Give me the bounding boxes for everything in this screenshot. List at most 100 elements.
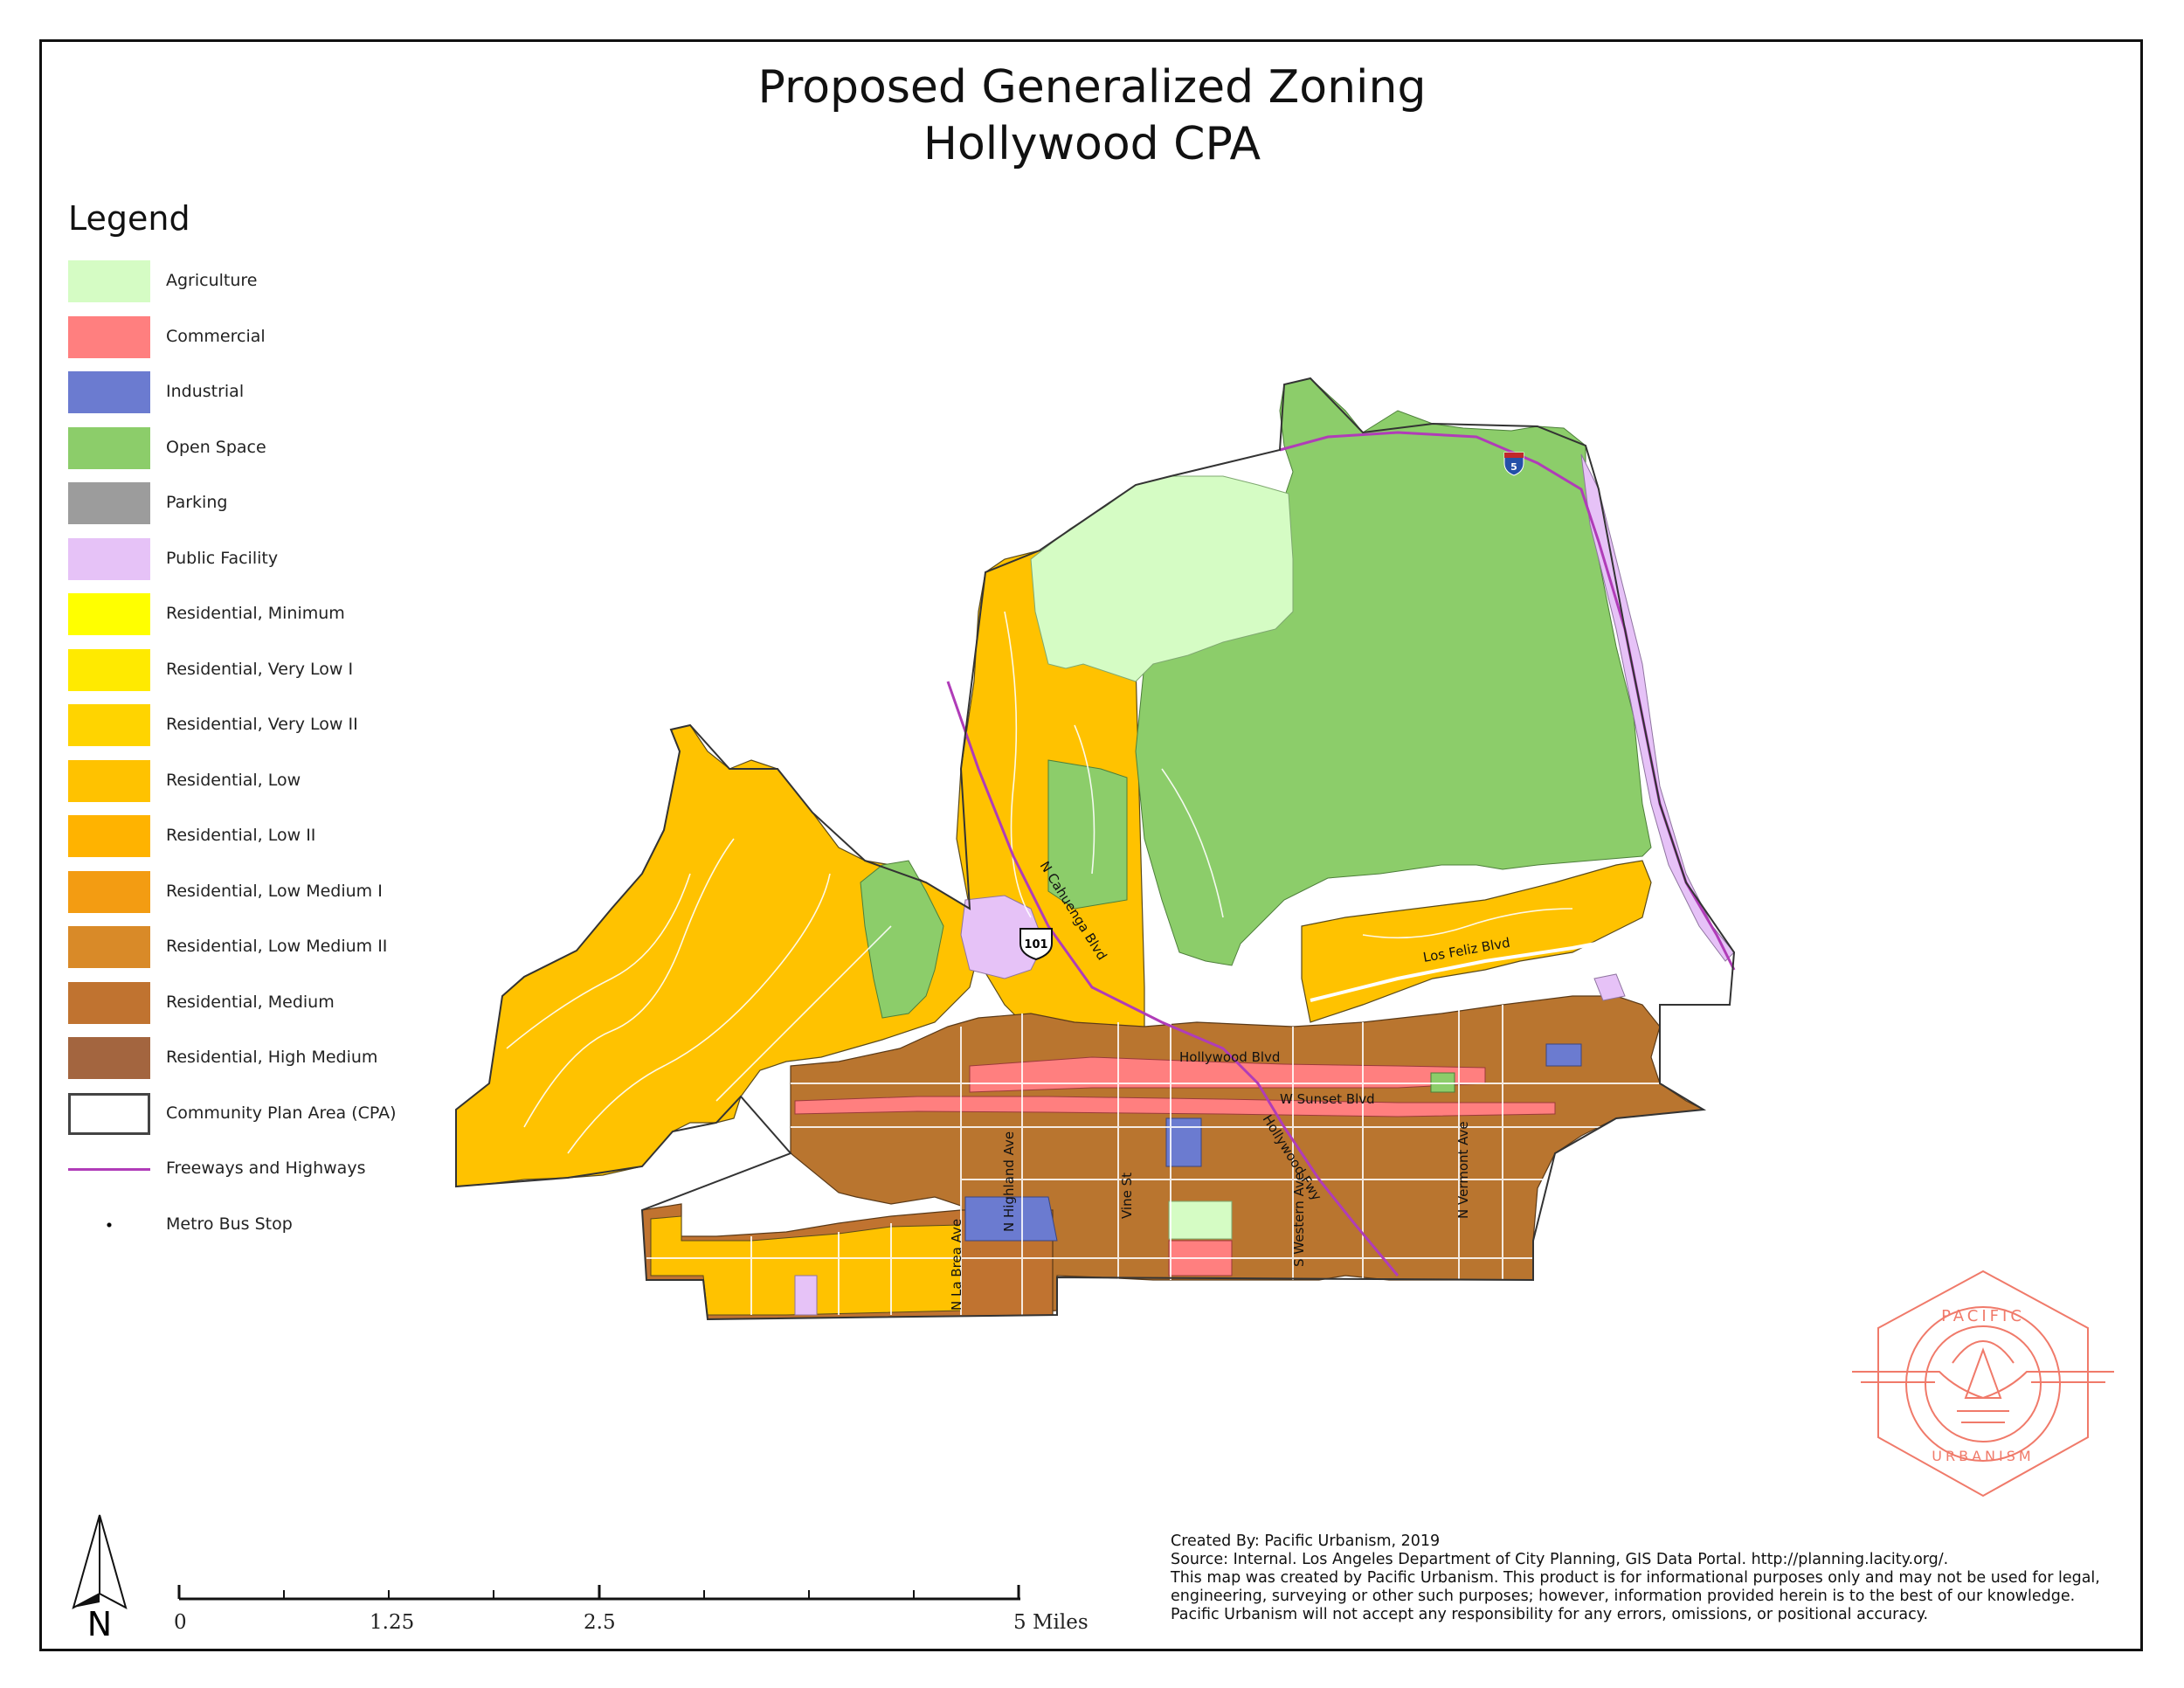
legend-item-freeways: Freeways and Highways (68, 1148, 435, 1192)
legend-item-res-low: Residential, Low (68, 759, 435, 804)
legend-swatch (68, 315, 150, 358)
legend-label: Residential, Minimum (166, 604, 345, 623)
credits-line: This map was created by Pacific Urbanism… (1171, 1569, 2100, 1587)
legend-label: Residential, Low II (166, 826, 316, 845)
zone-public-facility-east (1580, 453, 1735, 962)
legend-heading: Legend (68, 199, 190, 238)
legend-label: Agriculture (166, 271, 258, 290)
legend-item-res-medium: Residential, Medium (68, 981, 435, 1026)
road-label-la-brea: N La Brea Ave (949, 1219, 964, 1311)
zone-open-space-west (860, 860, 944, 1019)
pacific-urbanism-logo: PACIFIC URBANISM (1852, 1269, 2114, 1498)
road-label-sunset: W Sunset Blvd (1280, 1091, 1375, 1107)
hollywood-fwy-101 (946, 681, 1400, 1276)
legend-item-res-low-medium-1: Residential, Low Medium I (68, 870, 435, 915)
legend-item-res-very-low-1: Residential, Very Low I (68, 648, 435, 693)
map-title: Proposed Generalized Zoning (757, 61, 1427, 114)
legend-label: Residential, Low (166, 770, 301, 790)
legend-swatch (68, 1092, 150, 1135)
legend-swatch (68, 1203, 150, 1246)
legend-label: Community Plan Area (CPA) (166, 1103, 397, 1123)
credits-line: engineering, surveying or other such pur… (1171, 1588, 2076, 1605)
road-label-highland: N Highland Ave (1001, 1131, 1017, 1232)
legend-label: Industrial (166, 382, 245, 401)
legend-swatch (68, 1148, 150, 1190)
logo-bottom-text: URBANISM (1932, 1448, 2034, 1464)
zone-industrial-central (1165, 1117, 1202, 1167)
road-label-hollywood-blvd: Hollywood Blvd (1179, 1049, 1280, 1065)
road-label-vine: Vine St (1119, 1173, 1135, 1219)
map-subtitle: Hollywood CPA (923, 118, 1261, 170)
zone-commercial-sunset (794, 1096, 1556, 1117)
legend-swatch (68, 1037, 150, 1079)
legend-swatch (68, 260, 150, 302)
legend-label: Residential, Medium (166, 992, 335, 1012)
legend-label: Freeways and Highways (166, 1159, 366, 1178)
legend-item-parking: Parking (68, 482, 435, 526)
scale-label-1-25: 1.25 (370, 1611, 415, 1634)
scale-label-5-miles: 5 Miles (1013, 1611, 1089, 1634)
interstate-5-shield: 5 (1503, 452, 1524, 476)
zone-open-space-griffith (1135, 377, 1652, 966)
legend-item-res-very-low-2: Residential, Very Low II (68, 704, 435, 748)
us-101-shield: 101 (1019, 928, 1053, 961)
credits-line: Source: Internal. Los Angeles Department… (1171, 1551, 1949, 1568)
map-frame (39, 39, 2143, 1651)
zone-public-facility-south (794, 1275, 818, 1316)
credits-line: Pacific Urbanism will not accept any res… (1171, 1606, 1929, 1623)
legend-swatch (68, 704, 150, 746)
legend-swatch (68, 648, 150, 691)
zone-public-facility-east2 (1593, 973, 1626, 1001)
legend-swatch (68, 870, 150, 913)
legend-swatch (68, 981, 150, 1024)
legend-label: Residential, High Medium (166, 1048, 378, 1067)
legend-label: Residential, Low Medium I (166, 881, 383, 901)
los-feliz-blvd (1310, 933, 1643, 1002)
cpa-boundary (455, 377, 1736, 1321)
hill-streets (506, 611, 1573, 1154)
credits-line: Created By: Pacific Urbanism, 2019 (1171, 1532, 1441, 1550)
legend-item-open-space: Open Space (68, 426, 435, 471)
legend-item-bus-stop: Metro Bus Stop (68, 1203, 435, 1248)
legend-swatch (68, 537, 150, 580)
legend-swatch (68, 815, 150, 857)
legend-swatch (68, 593, 150, 635)
road-label-western: S Western Ave (1291, 1173, 1307, 1267)
north-arrow: N (72, 1514, 128, 1643)
legend-swatch (68, 926, 150, 968)
credits-block: Created By: Pacific Urbanism, 2019 Sourc… (1171, 1532, 2123, 1624)
zone-industrial-east (1545, 1043, 1582, 1067)
scale-label-2-5: 2.5 (584, 1611, 616, 1634)
zone-agriculture-small (1168, 1200, 1233, 1240)
legend-label: Commercial (166, 326, 266, 346)
legend-swatch (68, 759, 150, 802)
legend-item-industrial: Industrial (68, 371, 435, 415)
shield-101-label: 101 (1024, 938, 1047, 951)
road-label-vermont: N Vermont Ave (1455, 1121, 1471, 1219)
legend-label: Residential, Very Low I (166, 659, 354, 679)
scale-label-0: 0 (174, 1611, 187, 1634)
legend-item-res-minimum: Residential, Minimum (68, 593, 435, 637)
zone-public-facility-101 (960, 895, 1045, 979)
legend-label: Metro Bus Stop (166, 1214, 293, 1234)
legend-item-res-low-2: Residential, Low II (68, 815, 435, 859)
legend-label: Residential, Very Low II (166, 715, 358, 734)
zone-industrial-highland (964, 1196, 1058, 1242)
logo-top-text: PACIFIC (1941, 1307, 2025, 1325)
legend-label: Open Space (166, 437, 266, 457)
legend-item-res-high-medium: Residential, High Medium (68, 1037, 435, 1081)
legend-item-public-facility: Public Facility (68, 537, 435, 582)
zone-open-space-central (1047, 759, 1128, 910)
legend-swatch (68, 371, 150, 413)
shield-5-label: 5 (1510, 461, 1517, 473)
legend-swatch (68, 426, 150, 469)
legend-item-agriculture: Agriculture (68, 260, 435, 304)
legend-label: Public Facility (166, 548, 279, 568)
legend-swatch (68, 482, 150, 524)
scale-bar (177, 1585, 1020, 1601)
legend-item-res-low-medium-2: Residential, Low Medium II (68, 926, 435, 970)
legend-item-cpa: Community Plan Area (CPA) (68, 1092, 435, 1137)
legend-label: Parking (166, 493, 228, 512)
legend-item-commercial: Commercial (68, 315, 435, 360)
